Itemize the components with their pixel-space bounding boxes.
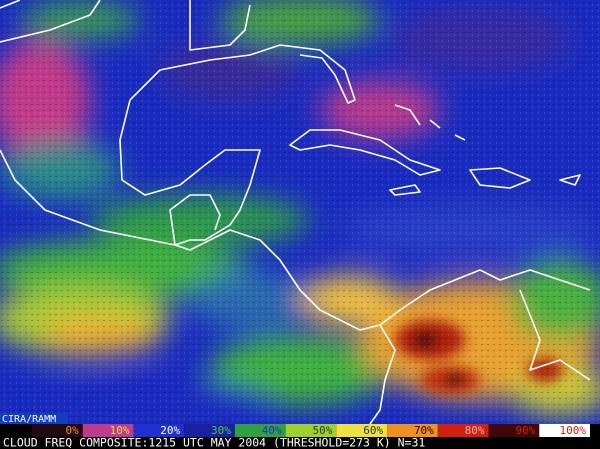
legend-label: 100% bbox=[560, 424, 587, 437]
credit: CIRA/RAMM bbox=[2, 414, 56, 425]
legend-label: 50% bbox=[312, 424, 332, 437]
legend-label: 10% bbox=[110, 424, 130, 437]
caption: CLOUD FREQ COMPOSITE:1215 UTC MAY 2004 (… bbox=[3, 436, 425, 449]
legend-swatch bbox=[285, 424, 337, 437]
legend-label: 60% bbox=[363, 424, 383, 437]
legend-label: 30% bbox=[211, 424, 231, 437]
cloud-field bbox=[0, 0, 600, 424]
credit-box bbox=[0, 413, 68, 424]
legend-swatch bbox=[82, 424, 134, 437]
legend-label: 70% bbox=[414, 424, 434, 437]
legend-swatch bbox=[437, 424, 489, 437]
legend-label: 90% bbox=[515, 424, 535, 437]
legend-label: 40% bbox=[262, 424, 282, 437]
legend-swatch bbox=[133, 424, 185, 437]
legend-label: 0% bbox=[65, 424, 79, 437]
legend-swatch bbox=[539, 424, 590, 437]
legend-swatch bbox=[387, 424, 438, 437]
coastlines bbox=[0, 0, 591, 425]
legend-swatch bbox=[234, 424, 286, 437]
legend-label: 20% bbox=[160, 424, 180, 437]
legend: 0% 10% 20% 30% 40% 50% 60% 70% 80% 90% 100% bbox=[0, 424, 600, 437]
legend-swatch bbox=[184, 424, 235, 437]
caption-bar bbox=[0, 437, 600, 449]
legend-label: 80% bbox=[465, 424, 485, 437]
legend-swatch bbox=[488, 424, 540, 437]
legend-swatch bbox=[336, 424, 388, 437]
legend-swatch bbox=[32, 424, 83, 437]
